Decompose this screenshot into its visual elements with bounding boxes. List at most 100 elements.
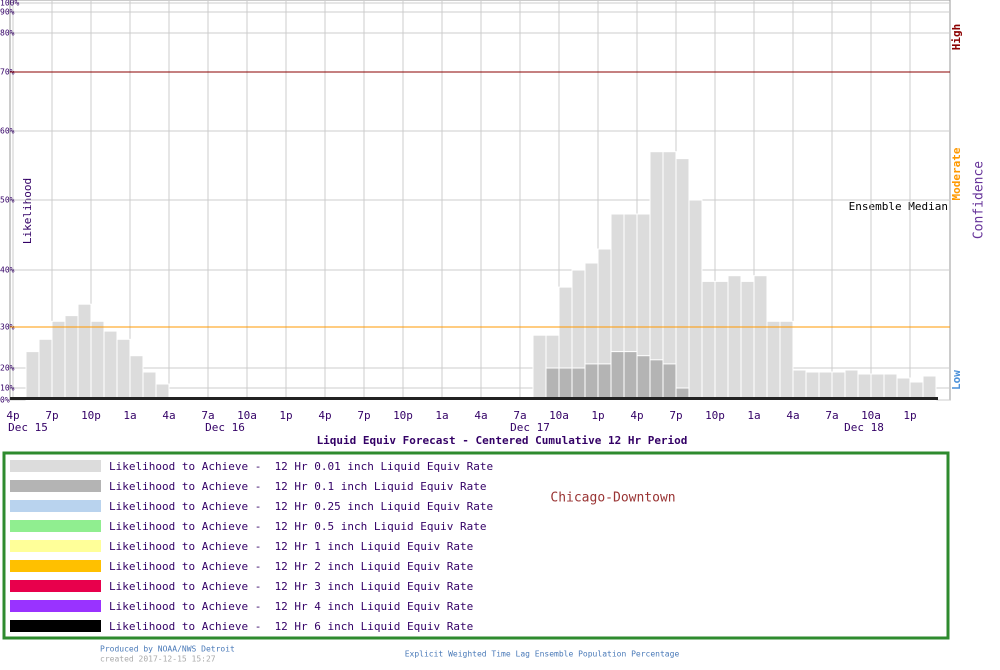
legend-label: Likelihood to Achieve - 12 Hr 0.5 inch L… <box>109 520 487 533</box>
x-tick-label: 10p <box>393 409 413 422</box>
location: Chicago-Downtown <box>550 491 675 506</box>
date-label: Dec 16 <box>205 421 245 434</box>
x-tick-label: 1p <box>903 409 916 422</box>
bar <box>688 199 703 401</box>
threshold-label: High <box>950 24 963 51</box>
legend-label: Likelihood to Achieve - 12 Hr 1 inch Liq… <box>109 540 473 553</box>
legend-label: Likelihood to Achieve - 12 Hr 0.01 inch … <box>109 460 493 473</box>
x-tick-label: 7a <box>825 409 838 422</box>
legend-swatch <box>10 580 101 592</box>
bar <box>805 371 820 401</box>
threshold-label: Moderate <box>950 147 963 200</box>
x-tick-label: 10a <box>549 409 569 422</box>
x-tick-label: 4a <box>162 409 175 422</box>
date-label: Dec 15 <box>8 421 48 434</box>
bar <box>883 373 898 401</box>
x-tick-label: 1a <box>435 409 448 422</box>
bar <box>636 355 651 401</box>
x-tick-label: 4a <box>474 409 487 422</box>
bar <box>610 351 625 401</box>
bar <box>25 351 40 401</box>
producer: Produced by NOAA/NWS Detroit <box>100 645 235 654</box>
y-tick-label: 80% <box>0 29 15 38</box>
y-tick-label: 0% <box>0 396 10 405</box>
x-tick-label: 1a <box>747 409 760 422</box>
bar <box>766 320 781 401</box>
bar <box>662 151 677 401</box>
legend-swatch <box>10 540 101 552</box>
y-tick-label: 90% <box>0 8 15 17</box>
bar <box>545 367 560 401</box>
legend-swatch <box>10 520 101 532</box>
y-tick-label: 40% <box>0 266 15 275</box>
bar <box>51 320 66 401</box>
x-tick-label: 4a <box>786 409 799 422</box>
legend-swatch <box>10 460 101 472</box>
date-label: Dec 18 <box>844 421 884 434</box>
bar <box>831 371 846 401</box>
bar <box>792 369 807 401</box>
bar <box>142 371 157 401</box>
baseline-strip <box>10 397 938 400</box>
bar <box>649 359 664 401</box>
confidence-label: Confidence <box>972 161 987 239</box>
x-tick-label: 7a <box>513 409 526 422</box>
bar <box>857 373 872 401</box>
legend-label: Likelihood to Achieve - 12 Hr 2 inch Liq… <box>109 560 473 573</box>
legend-label: Likelihood to Achieve - 12 Hr 4 inch Liq… <box>109 600 473 613</box>
legend-label: Likelihood to Achieve - 12 Hr 0.25 inch … <box>109 500 493 513</box>
bar <box>77 303 92 401</box>
legend-box <box>2 451 950 640</box>
bar <box>129 355 144 401</box>
bar <box>740 280 755 401</box>
bar <box>584 363 599 401</box>
y-axis-label: Likelihood <box>21 178 34 244</box>
bar <box>597 363 612 401</box>
bar <box>662 363 677 401</box>
bar <box>701 280 716 401</box>
bar <box>922 375 937 401</box>
median-label: Ensemble Median <box>849 200 948 213</box>
bar <box>64 315 79 401</box>
y-tick-label: 30% <box>0 323 15 332</box>
legend-swatch <box>10 620 101 632</box>
bar <box>571 367 586 401</box>
y-tick-label: 100% <box>0 0 19 8</box>
y-tick-label: 10% <box>0 384 15 393</box>
bar <box>727 275 742 401</box>
bar <box>844 369 859 401</box>
chart-title: Liquid Equiv Forecast - Centered Cumulat… <box>317 434 688 447</box>
x-tick-label: 10a <box>861 409 881 422</box>
bar <box>38 338 53 401</box>
bar <box>753 275 768 401</box>
x-tick-label: 1p <box>591 409 604 422</box>
x-tick-label: 4p <box>630 409 643 422</box>
bar <box>779 320 794 401</box>
bar <box>818 371 833 401</box>
legend-swatch <box>10 480 101 492</box>
legend-swatch <box>10 560 101 572</box>
x-tick-label: 10a <box>237 409 257 422</box>
bar <box>90 320 105 401</box>
x-tick-label: 7p <box>669 409 682 422</box>
x-tick-label: 7p <box>45 409 58 422</box>
legend-swatch <box>10 600 101 612</box>
x-tick-label: 4p <box>318 409 331 422</box>
bar <box>116 338 131 401</box>
bar <box>896 377 911 401</box>
bar <box>532 334 547 401</box>
y-tick-label: 60% <box>0 127 15 136</box>
bar <box>623 351 638 401</box>
footnote: Explicit Weighted Time Lag Ensemble Popu… <box>405 650 680 659</box>
bar <box>714 280 729 401</box>
legend-label: Likelihood to Achieve - 12 Hr 0.1 inch L… <box>109 480 487 493</box>
x-tick-label: 1p <box>279 409 292 422</box>
bar <box>103 330 118 401</box>
bar <box>675 158 690 401</box>
threshold-label: Low <box>950 370 963 390</box>
x-tick-label: 7a <box>201 409 214 422</box>
x-tick-label: 4p <box>6 409 19 422</box>
legend-label: Likelihood to Achieve - 12 Hr 3 inch Liq… <box>109 580 473 593</box>
legend-label: Likelihood to Achieve - 12 Hr 6 inch Liq… <box>109 620 473 633</box>
